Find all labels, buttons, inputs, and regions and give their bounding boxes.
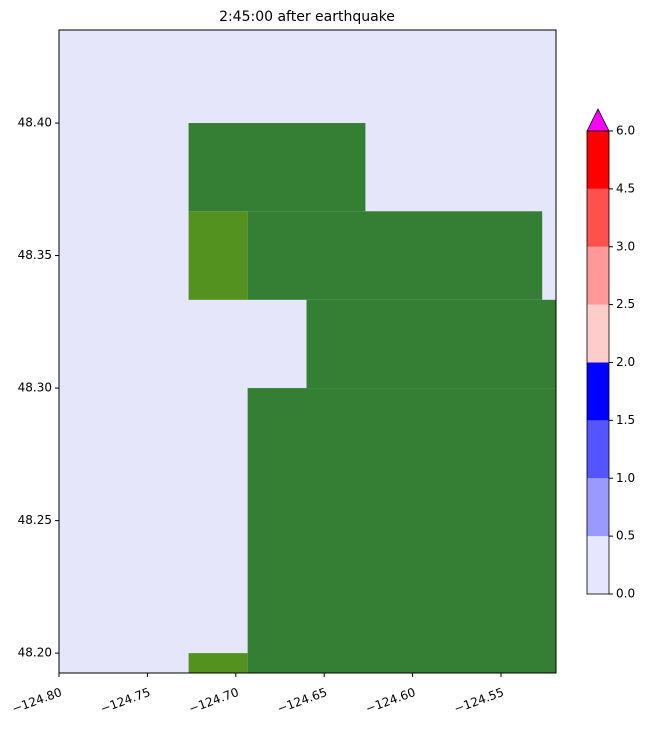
land-cell	[188, 123, 366, 212]
y-tick-label: 48.25	[18, 513, 52, 527]
colorbar-tick-label: 2.5	[616, 297, 635, 311]
y-tick-label: 48.20	[18, 646, 52, 660]
plot-area	[59, 30, 556, 673]
colorbar-tick-label: 4.5	[616, 181, 635, 195]
plot-frame	[58, 29, 557, 674]
y-tick-label: 48.30	[18, 381, 52, 395]
x-tick-label: −124.55	[452, 685, 506, 716]
colorbar-segment	[587, 188, 609, 247]
colorbar-tick-label: 1.5	[616, 413, 635, 427]
colorbar-extend	[586, 108, 610, 132]
x-tick-label: −124.65	[275, 685, 329, 716]
land-cell	[247, 211, 543, 300]
colorbar-segment	[587, 478, 609, 537]
colorbar-segment	[587, 362, 609, 421]
colorbar-segment	[587, 536, 609, 594]
x-tick-label: −124.75	[98, 685, 152, 716]
colorbar-segment	[587, 131, 609, 189]
x-tick-label: −124.70	[187, 685, 241, 716]
colorbar-segment	[587, 420, 609, 479]
y-tick-label: 48.35	[18, 248, 52, 262]
land-cell	[188, 653, 248, 673]
y-tick-label: 48.40	[18, 116, 52, 130]
colorbar-tick-label: 1.0	[616, 471, 635, 485]
colorbar-segment	[587, 246, 609, 305]
colorbar-segment	[587, 304, 609, 363]
colorbar-tick-label: 3.0	[616, 239, 635, 253]
colorbar-tick-label: 6.0	[616, 124, 635, 138]
colorbar-tick-label: 2.0	[616, 355, 635, 369]
colorbar-tick-label: 0.5	[616, 529, 635, 543]
land-cell	[188, 211, 248, 300]
chart-title: 2:45:00 after earthquake	[219, 9, 395, 25]
x-tick-label: −124.60	[364, 685, 418, 716]
land-cell	[306, 299, 556, 389]
x-tick-label: −124.80	[10, 685, 64, 716]
colorbar-tick-label: 0.0	[616, 587, 635, 601]
land-cell	[247, 388, 556, 673]
